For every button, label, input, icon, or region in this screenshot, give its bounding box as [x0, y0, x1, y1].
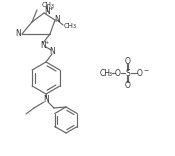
Text: N: N [40, 41, 46, 49]
Text: +: + [45, 39, 49, 44]
Text: 3: 3 [72, 24, 76, 29]
Text: 3: 3 [50, 3, 54, 8]
Text: CH: CH [42, 2, 52, 8]
Text: CH: CH [64, 23, 74, 29]
Text: O: O [137, 68, 143, 78]
Text: −: − [143, 68, 149, 73]
Text: N: N [54, 15, 60, 24]
Text: N: N [15, 29, 21, 39]
Text: O: O [125, 56, 131, 66]
Text: N: N [49, 47, 55, 56]
Text: N: N [44, 7, 50, 15]
Text: S: S [126, 68, 130, 78]
Text: O: O [115, 68, 121, 78]
Text: O: O [125, 80, 131, 90]
Text: +: + [49, 7, 53, 12]
Text: CH: CH [100, 68, 110, 78]
Text: N: N [43, 95, 49, 105]
Text: 3: 3 [108, 71, 112, 76]
